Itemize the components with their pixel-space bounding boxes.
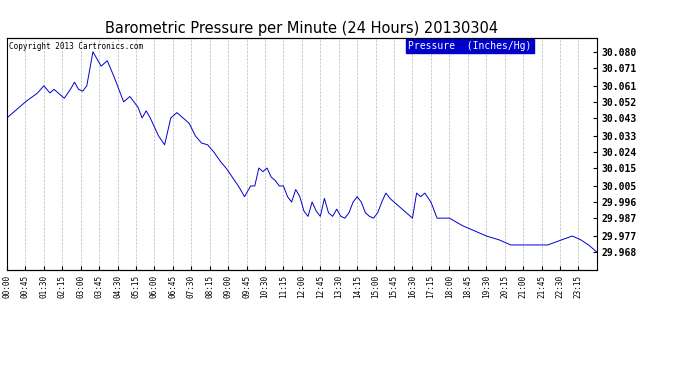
Text: Pressure  (Inches/Hg): Pressure (Inches/Hg) — [408, 41, 531, 51]
Text: Copyright 2013 Cartronics.com: Copyright 2013 Cartronics.com — [9, 42, 143, 51]
Title: Barometric Pressure per Minute (24 Hours) 20130304: Barometric Pressure per Minute (24 Hours… — [106, 21, 498, 36]
